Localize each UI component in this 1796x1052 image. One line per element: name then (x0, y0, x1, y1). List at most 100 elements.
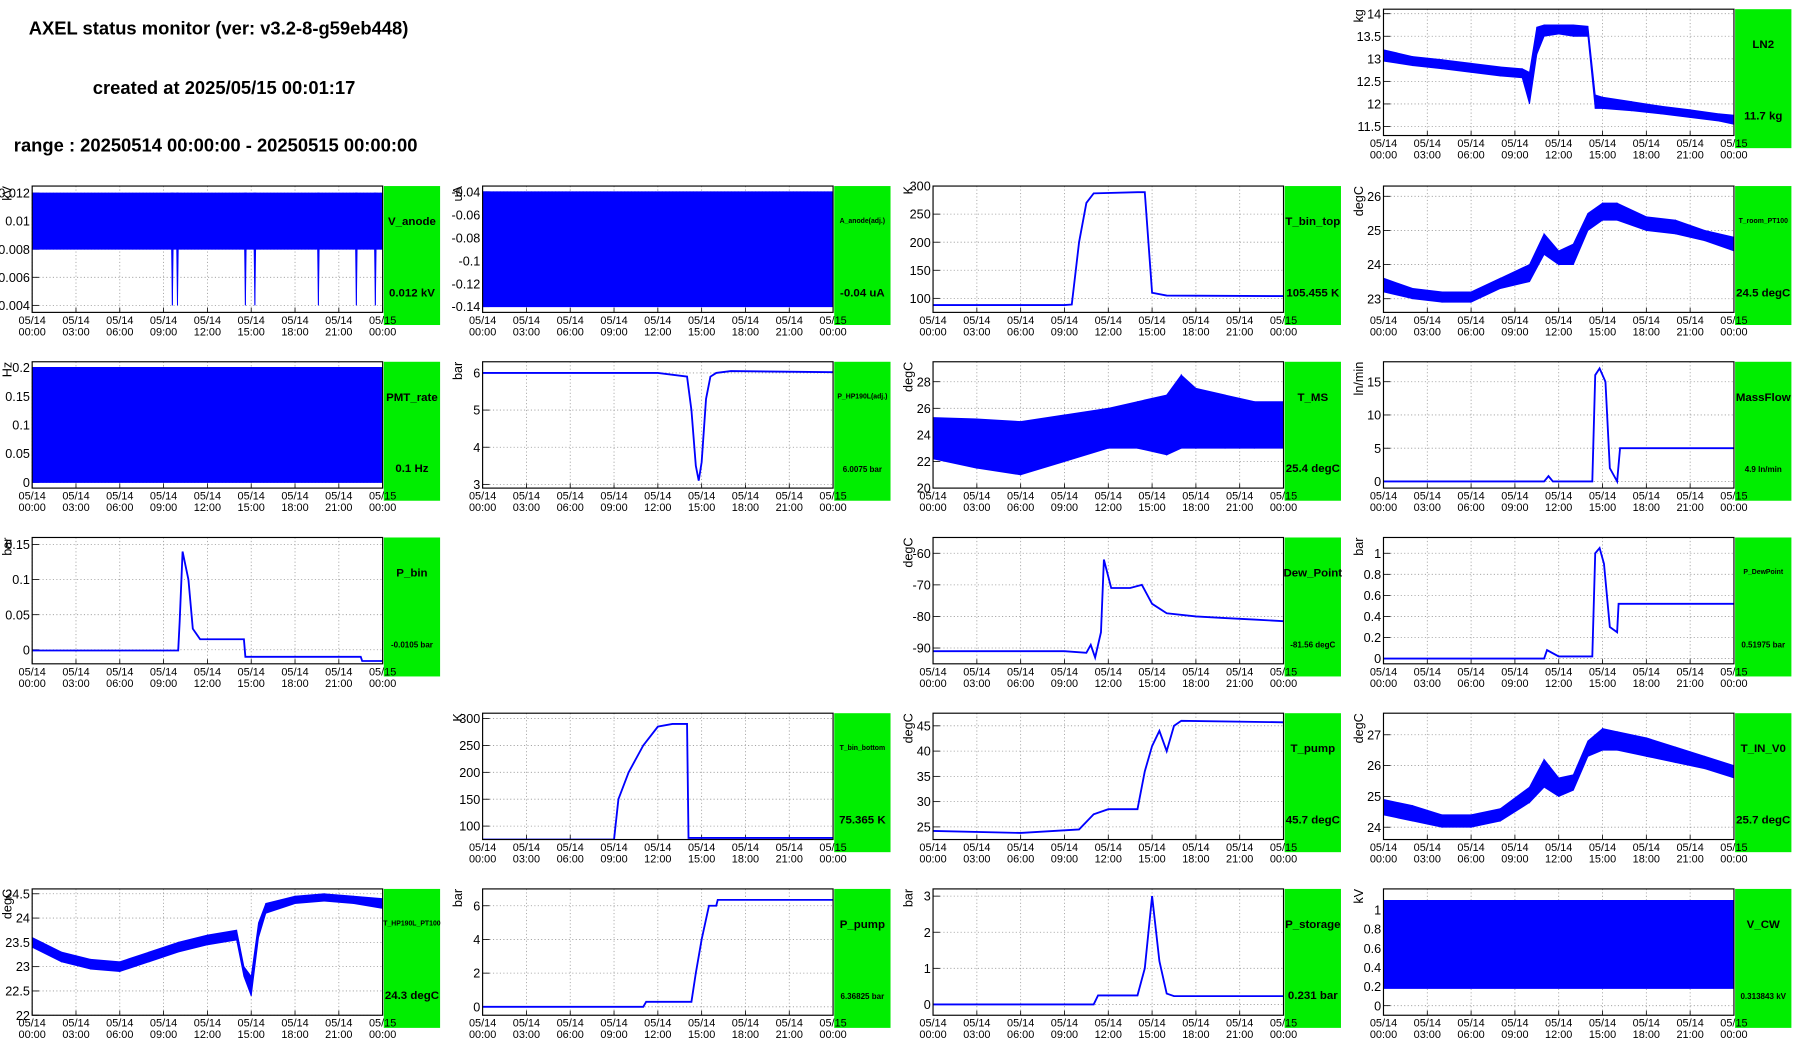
status-box (1735, 186, 1792, 326)
data (482, 370, 834, 481)
y-axis-label: kg (1352, 9, 1366, 22)
y-tick-label: 0.2 (12, 361, 30, 375)
x-tick-label: 05/14 15:00 (1138, 841, 1166, 866)
y-axis-label: bar (451, 889, 465, 907)
y-tick-label: -0.06 (452, 208, 481, 222)
y-tick-label: 0 (23, 643, 30, 657)
status-value: 45.7 degC (1286, 814, 1340, 826)
y-tick-label: 13.5 (1357, 30, 1382, 44)
y-axis-label: K (901, 185, 915, 194)
status-value: 24.5 degC (1736, 287, 1790, 299)
frame (482, 712, 834, 841)
status-value: 24.3 degC (385, 990, 439, 1002)
line (1383, 366, 1734, 485)
x-tick-label: 05/14 00:00 (18, 490, 46, 515)
y-tick-label: 0.006 (0, 271, 30, 285)
status-name: V_CW (1747, 919, 1780, 931)
x-tick-label: 05/14 18:00 (1182, 841, 1210, 866)
status-name: V_anode (388, 216, 436, 228)
x-tick-label: 05/14 21:00 (1226, 666, 1254, 691)
y-tick-label: 0.1 (12, 573, 30, 587)
data (1383, 24, 1734, 125)
y-tick-label: 25 (917, 820, 931, 834)
y-tick-label: 5 (1374, 442, 1381, 456)
x-tick-label: 05/14 06:00 (1457, 841, 1485, 866)
status-box (834, 888, 891, 1028)
y-tick-label: 150 (459, 793, 480, 807)
x-tick-label: 05/14 00:00 (468, 1017, 497, 1042)
status-value: 0.313843 kV (1740, 992, 1786, 1001)
x-tick-label: 05/14 12:00 (1545, 1017, 1573, 1042)
y-axis-label: ln/min (1352, 362, 1366, 396)
range: range : 20250514 00:00:00 - 20250515 00:… (14, 135, 418, 156)
x-tick-label: 05/14 18:00 (1182, 666, 1210, 691)
x-tick-label: 05/14 09:00 (1050, 1017, 1079, 1042)
status-name: P_HP190L(adj.) (837, 394, 887, 401)
x-tick-label: 05/14 09:00 (1501, 1017, 1529, 1042)
data (482, 898, 834, 1008)
status-value: 0.51975 bar (1741, 641, 1785, 650)
y-axis-label: Hz (0, 362, 14, 377)
y-tick-label: 300 (459, 712, 480, 726)
x-tick-label: 05/14 18:00 (731, 314, 760, 339)
x-tick-label: 05/14 18:00 (281, 1017, 309, 1042)
x-tick-label: 05/15 00:00 (1269, 1017, 1298, 1042)
x-tick-label: 05/15 00:00 (819, 314, 847, 339)
line (32, 551, 383, 662)
y-tick-label: 2 (473, 967, 480, 981)
x-tick-label: 05/14 09:00 (600, 490, 628, 515)
x-tick-label: 05/14 12:00 (644, 490, 672, 515)
x-tick-label: 05/14 09:00 (1050, 490, 1079, 515)
y-tick-label: 45 (917, 719, 931, 733)
y-tick-label: 0.6 (1364, 589, 1382, 603)
x-tick-label: 05/14 21:00 (1226, 314, 1254, 339)
x-tick-label: 05/14 15:00 (1588, 841, 1617, 866)
x-tick-label: 05/14 03:00 (1413, 841, 1441, 866)
x-tick-label: 05/14 09:00 (1501, 666, 1529, 691)
frame (1382, 185, 1735, 313)
x-tick-label: 05/14 03:00 (62, 666, 90, 691)
panel: 0 0.2 0.4 0.6 0.8 1 kV V_CW 0.313843 kV (1352, 888, 1792, 1028)
x-tick-label: 05/14 21:00 (325, 666, 353, 691)
x-tick-label: 05/14 21:00 (1676, 666, 1704, 691)
frame (1382, 888, 1735, 1016)
x-tick-label: 05/14 00:00 (919, 1017, 947, 1042)
y-tick-label: 14 (1367, 7, 1381, 21)
status-box (383, 186, 441, 326)
status-box (1735, 9, 1792, 149)
x-tick-label: 05/14 03:00 (963, 666, 991, 691)
x-tick-label: 05/14 06:00 (556, 490, 584, 515)
data (1383, 899, 1734, 989)
x-tick-label: 05/14 06:00 (556, 314, 584, 339)
y-tick-label: 3 (473, 478, 480, 492)
x-tick-label: 05/14 21:00 (325, 314, 353, 339)
x-tick-label: 05/14 03:00 (62, 490, 90, 515)
frame (31, 185, 384, 313)
x-tick-label: 05/14 03:00 (1413, 1017, 1441, 1042)
status-name: P_bin (396, 568, 427, 580)
y-tick-label: 0.012 (0, 187, 30, 201)
status-value: 25.4 degC (1286, 463, 1340, 475)
status-value: 0.012 kV (389, 287, 435, 299)
y-tick-label: 20 (917, 482, 931, 496)
y-tick-label: 0.8 (1364, 568, 1382, 582)
frame (932, 361, 1285, 489)
y-axis-label: K (451, 713, 465, 722)
x-tick-label: 05/14 18:00 (281, 314, 309, 339)
x-tick-label: 05/14 03:00 (1413, 490, 1441, 515)
frame (1382, 8, 1735, 137)
data (1383, 202, 1734, 303)
y-tick-label: 0.004 (0, 299, 30, 313)
band (482, 191, 834, 308)
line (933, 559, 1284, 661)
y-tick-label: 0.2 (1364, 980, 1382, 994)
y-tick-label: 0.05 (5, 608, 30, 622)
y-tick-label: 27 (1367, 728, 1381, 742)
x-tick-label: 05/14 15:00 (1138, 1017, 1166, 1042)
status-value: -0.04 uA (840, 287, 885, 299)
status-box (834, 186, 891, 326)
frame (31, 536, 384, 665)
